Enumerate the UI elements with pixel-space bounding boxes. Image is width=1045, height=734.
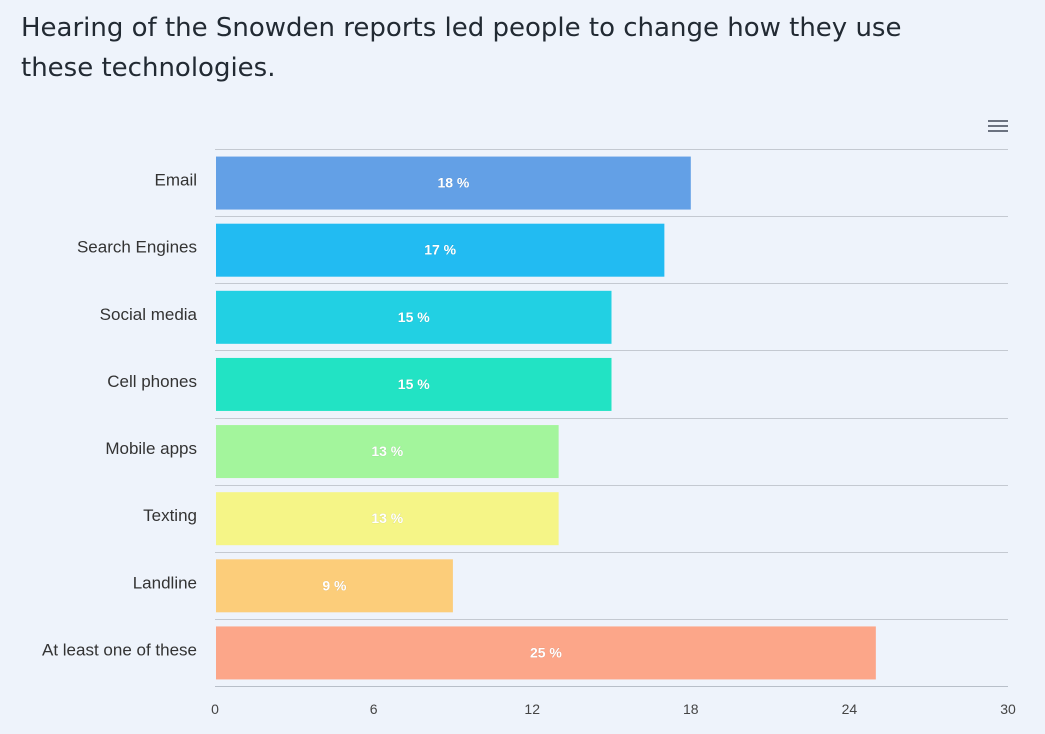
data-label: 13 % [371, 443, 403, 459]
hamburger-menu-icon-line [988, 130, 1008, 132]
bar [216, 223, 665, 277]
bar [216, 357, 612, 411]
bar [216, 492, 559, 546]
chart-menu-button[interactable] [984, 114, 1012, 138]
category-label: Email [154, 171, 197, 190]
data-label: 9 % [322, 577, 347, 593]
bar [216, 559, 453, 613]
category-label: At least one of these [42, 640, 197, 659]
bar [216, 626, 876, 680]
data-label: 18 % [437, 175, 469, 191]
hamburger-menu-icon-line [988, 125, 1008, 127]
x-tick-label: 6 [370, 701, 378, 717]
data-label: 25 % [530, 644, 562, 660]
category-label: Landline [133, 573, 197, 592]
bar [216, 425, 559, 479]
data-label: 15 % [398, 309, 430, 325]
x-tick-label: 12 [524, 701, 540, 717]
x-tick-label: 24 [842, 701, 858, 717]
data-label: 13 % [371, 510, 403, 526]
data-label: 15 % [398, 376, 430, 392]
data-label: 17 % [424, 242, 456, 258]
category-label: Texting [143, 506, 197, 525]
x-tick-label: 0 [211, 701, 219, 717]
category-label: Mobile apps [105, 439, 197, 458]
category-label: Cell phones [107, 372, 197, 391]
category-label: Social media [100, 305, 198, 324]
x-tick-label: 30 [1000, 701, 1016, 717]
category-label: Search Engines [77, 238, 197, 257]
hamburger-menu-icon [988, 120, 1008, 122]
x-tick-label: 18 [683, 701, 699, 717]
bar [216, 156, 691, 210]
chart-title: Hearing of the Snowden reports led peopl… [21, 13, 902, 83]
bar [216, 290, 612, 344]
